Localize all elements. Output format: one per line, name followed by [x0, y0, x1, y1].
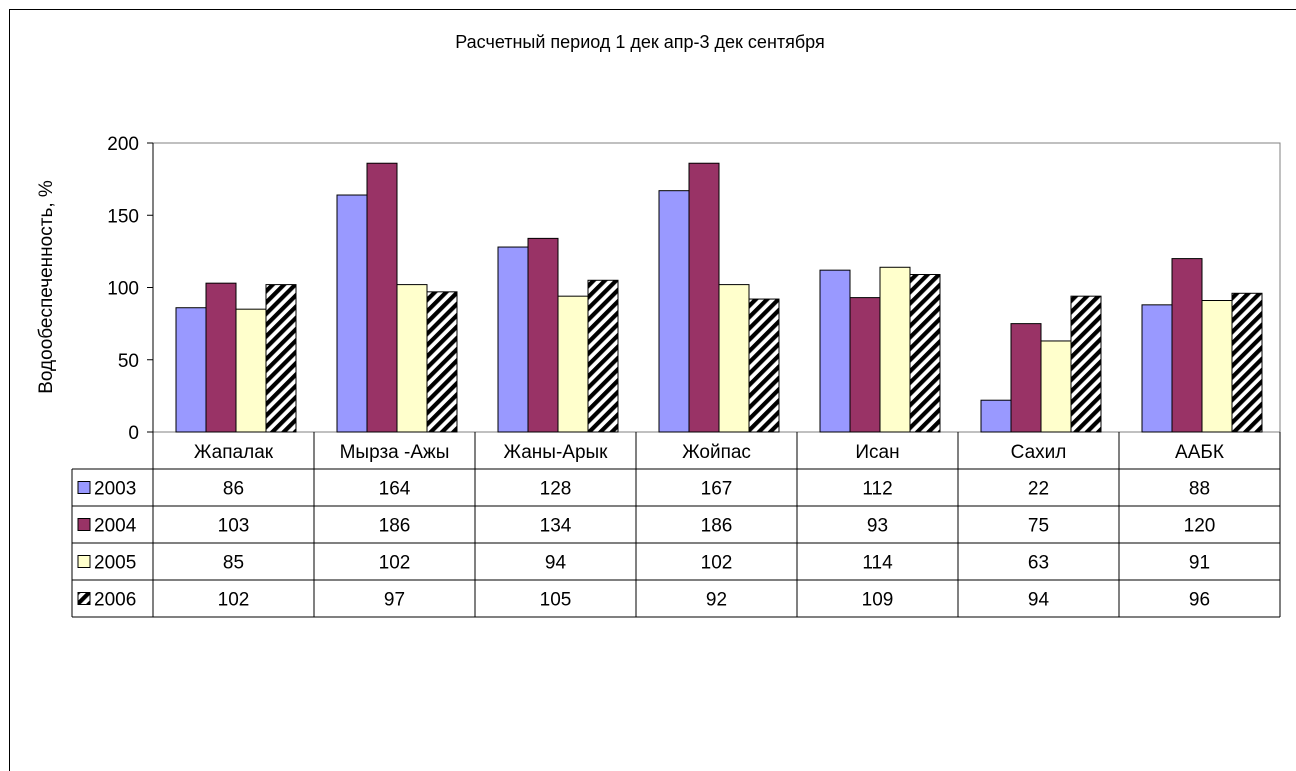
y-axis-label: Водообеспеченность, % — [36, 180, 57, 394]
bar-2003 — [1141, 304, 1173, 433]
category-label: Жапалак — [194, 442, 274, 463]
legend-key-2005 — [77, 555, 91, 568]
data-label: 105 — [540, 590, 572, 611]
bar-2005 — [1201, 300, 1233, 433]
data-label: 102 — [379, 553, 411, 574]
data-label: 22 — [1028, 479, 1049, 500]
chart-title: Расчетный период 1 дек апр-3 дек сентябр… — [455, 32, 825, 52]
data-label: 85 — [223, 553, 244, 574]
y-tick-label: 200 — [107, 134, 139, 155]
plot-area: 0 50 100 150 200 — [107, 134, 1281, 444]
data-label: 75 — [1028, 516, 1049, 537]
y-tick-label: 150 — [107, 206, 139, 227]
data-label: 103 — [218, 516, 250, 537]
y-tick-label: 0 — [128, 423, 139, 444]
bar-2006 — [909, 273, 941, 433]
data-label: 109 — [862, 590, 894, 611]
category-label: Сахил — [1011, 442, 1067, 463]
legend-key-2006 — [77, 592, 91, 605]
category-label: Жойпас — [682, 442, 751, 463]
bar-2006 — [1070, 295, 1102, 433]
bar-2003 — [175, 307, 207, 433]
data-label: 120 — [1184, 516, 1216, 537]
data-label: 114 — [862, 553, 893, 574]
y-tick-label: 50 — [118, 351, 139, 372]
bar-2004 — [205, 282, 237, 433]
bar-2003 — [819, 269, 851, 433]
legend-label: 2003 — [94, 479, 136, 500]
bar-2004 — [1171, 258, 1203, 433]
data-label: 164 — [379, 479, 411, 500]
bar-2004 — [688, 162, 720, 433]
data-label: 186 — [379, 516, 411, 537]
data-label: 128 — [540, 479, 572, 500]
bar-2005 — [879, 266, 911, 433]
bar-2005 — [235, 308, 267, 433]
bar-2003 — [658, 190, 690, 433]
legend-key-2003 — [77, 481, 91, 494]
legend-key-2004 — [77, 518, 91, 531]
bar-2005 — [718, 284, 750, 433]
bar-2003 — [980, 399, 1012, 433]
data-label: 96 — [1189, 590, 1210, 611]
bar-2004 — [1010, 323, 1042, 433]
data-label: 91 — [1189, 553, 1210, 574]
bar-2005 — [557, 295, 589, 433]
category-label: Исан — [855, 442, 899, 463]
y-tick-label: 100 — [107, 279, 139, 300]
data-label: 167 — [701, 479, 733, 500]
data-label: 94 — [545, 553, 567, 574]
data-label: 102 — [701, 553, 733, 574]
bar-2004 — [849, 297, 881, 433]
data-table: Жапалак Мырза -Ажы Жаны-Арык Жойпас Исан Сахи… — [71, 432, 1281, 618]
data-label: 92 — [706, 590, 727, 611]
legend-label: 2005 — [94, 553, 136, 574]
bar-2005 — [396, 284, 428, 433]
bar-2004 — [527, 237, 559, 433]
legend-label: 2004 — [94, 516, 137, 537]
bar-2006 — [265, 284, 297, 433]
data-label: 186 — [701, 516, 733, 537]
legend-label: 2006 — [94, 590, 136, 611]
bar-2003 — [497, 246, 529, 433]
data-label: 93 — [867, 516, 888, 537]
data-label: 63 — [1028, 553, 1049, 574]
chart-frame — [9, 9, 1296, 771]
bar-2006 — [587, 279, 619, 433]
category-label: ААБК — [1175, 442, 1224, 463]
data-label: 134 — [540, 516, 572, 537]
data-label: 97 — [384, 590, 405, 611]
data-label: 86 — [223, 479, 244, 500]
data-label: 88 — [1189, 479, 1210, 500]
data-label: 94 — [1028, 590, 1050, 611]
category-label: Жаны-Арык — [503, 442, 608, 463]
bar-2006 — [1231, 292, 1263, 433]
data-label: 102 — [218, 590, 250, 611]
bar-2006 — [748, 298, 780, 433]
bar-2003 — [336, 194, 368, 433]
data-label: 112 — [862, 479, 892, 500]
category-label: Мырза -Ажы — [340, 442, 450, 463]
bar-2005 — [1040, 340, 1072, 433]
bar-2006 — [426, 291, 458, 433]
bar-2004 — [366, 162, 398, 433]
